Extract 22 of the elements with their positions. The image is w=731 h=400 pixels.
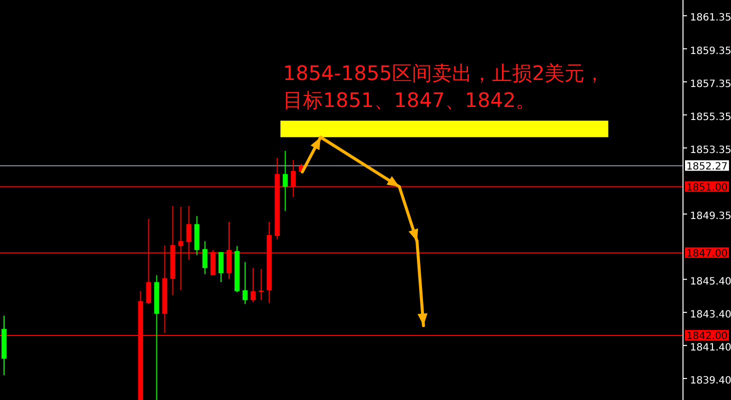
ref-line-label: 1847.00 <box>686 248 728 260</box>
annotation: 目标1851、1847、1842。 <box>283 88 536 112</box>
candlestick <box>250 268 256 303</box>
candlestick <box>258 268 264 301</box>
y-tick-label: 1845.40 <box>690 276 731 288</box>
ref-line-label: 1852.27 <box>686 161 728 172</box>
annotation: 1854-1855区间卖出，止损2美元， <box>283 61 605 85</box>
y-tick-label: 1839.40 <box>690 376 731 387</box>
candlestick <box>242 262 248 305</box>
candlestick <box>218 252 224 283</box>
y-tick-label: 1843.40 <box>690 309 731 320</box>
y-tick-label: 1849.35 <box>690 211 731 222</box>
y-tick-label: 1857.35 <box>690 78 731 90</box>
y-tick-label: 1853.35 <box>690 144 731 156</box>
y-tick-label: 1859.35 <box>690 46 731 57</box>
candlestick <box>282 150 288 212</box>
y-tick-label: 1855.35 <box>690 112 731 123</box>
ref-line-label: 1842.00 <box>686 331 728 342</box>
candlestick <box>202 240 208 275</box>
ref-line-label: 1851.00 <box>686 182 728 194</box>
y-tick-label: 1861.35 <box>690 12 731 24</box>
y-tick-label: 1841.40 <box>690 342 731 354</box>
